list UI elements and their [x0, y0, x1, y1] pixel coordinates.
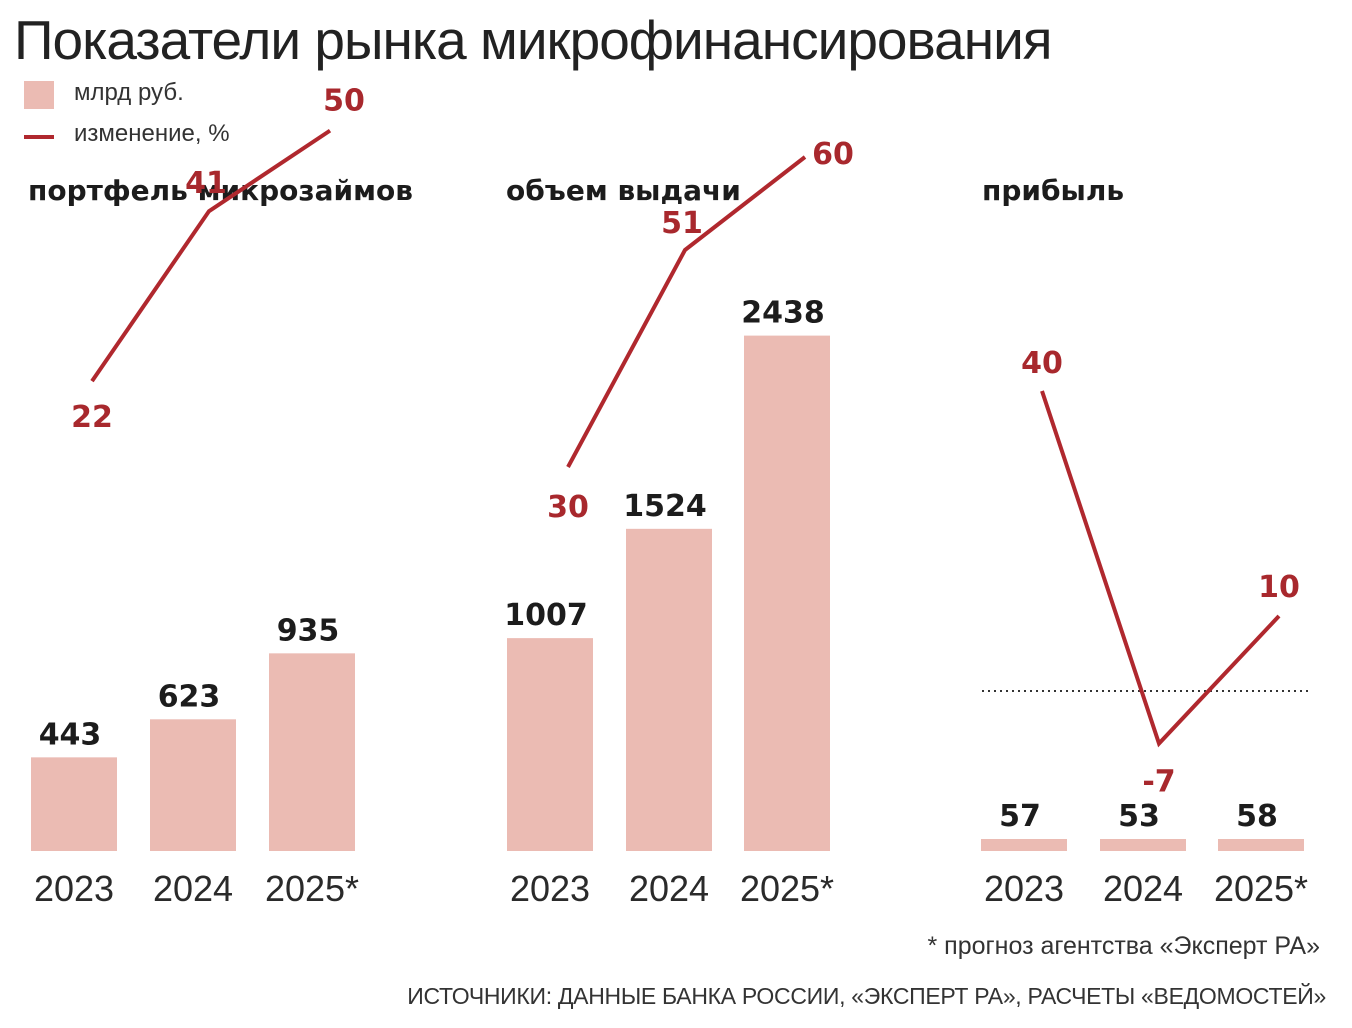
panel-title: объем выдачи [506, 174, 741, 207]
legend-bar-swatch [24, 81, 54, 109]
bar [744, 335, 830, 851]
x-tick-label: 2023 [984, 868, 1064, 909]
bar [31, 757, 117, 851]
change-value-label: 51 [661, 206, 703, 241]
x-tick-label: 2023 [34, 868, 114, 909]
legend-line-swatch [24, 135, 54, 139]
change-line [90, 128, 332, 383]
change-value-label: 60 [812, 137, 854, 172]
chart-title: Показатели рынка микрофинансирования [14, 9, 1053, 71]
x-tick-label: 2025* [1214, 868, 1308, 909]
bar-value-label: 623 [158, 679, 221, 714]
change-value-label: 50 [323, 84, 365, 119]
bar-value-label: 2438 [741, 296, 825, 331]
x-tick-label: 2024 [153, 868, 233, 909]
bar [981, 839, 1067, 851]
legend-line-label: изменение, % [74, 120, 230, 147]
change-value-label: 22 [71, 400, 113, 435]
x-tick-label: 2023 [510, 868, 590, 909]
x-tick-label: 2024 [1103, 868, 1183, 909]
footnote: * прогноз агентства «Эксперт РА» [927, 932, 1321, 960]
bar [269, 653, 355, 851]
bar [1100, 839, 1186, 851]
change-value-label: 40 [1021, 346, 1063, 381]
change-value-label: -7 [1142, 765, 1175, 800]
x-tick-label: 2024 [629, 868, 709, 909]
legend-bars-label: млрд руб. [74, 79, 184, 106]
bar-value-label: 1524 [623, 489, 707, 524]
bar [150, 719, 236, 851]
change-value-label: 10 [1258, 570, 1300, 605]
panel-title: прибыль [982, 174, 1124, 207]
x-tick-label: 2025* [740, 868, 834, 909]
bar-value-label: 57 [999, 799, 1041, 834]
change-line [1040, 390, 1281, 748]
change-line [566, 155, 807, 468]
bar-value-label: 53 [1118, 799, 1160, 834]
change-value-label: 41 [185, 166, 227, 201]
bar-value-label: 1007 [504, 598, 588, 633]
sources: ИСТОЧНИКИ: ДАННЫЕ БАНКА РОССИИ, «ЭКСПЕРТ… [407, 983, 1326, 1009]
bar-value-label: 58 [1236, 799, 1278, 834]
bar-value-label: 935 [277, 613, 340, 648]
x-tick-label: 2025* [265, 868, 359, 909]
change-value-label: 30 [547, 490, 589, 525]
bar [626, 528, 712, 851]
bar [1218, 839, 1304, 851]
bar [507, 638, 593, 851]
bar-value-label: 443 [39, 717, 102, 752]
